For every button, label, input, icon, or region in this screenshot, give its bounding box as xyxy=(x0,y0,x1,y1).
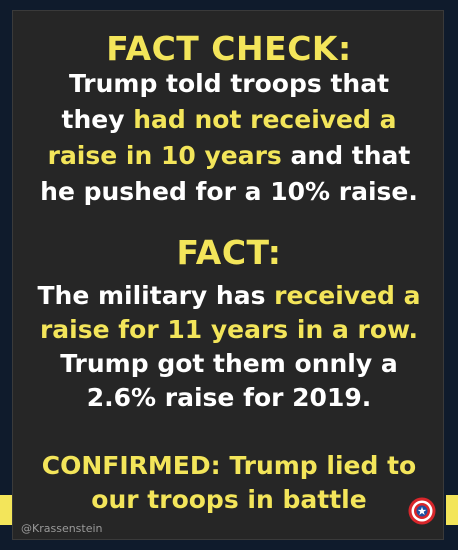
fact-check-card: FACT CHECK: Trump told troops that they … xyxy=(12,10,444,540)
confirmed-line-1: CONFIRMED: Trump lied to xyxy=(41,451,417,480)
claim-line-1: Trump told troops that xyxy=(13,69,445,99)
right-accent-stripe xyxy=(446,495,458,525)
fact-line-1-highlight: received a xyxy=(274,281,421,310)
claim-line-2-highlight: had not received a xyxy=(133,105,397,134)
fact-line-2: raise for 11 years in a row. xyxy=(13,315,445,345)
fact-line-1: The military has received a xyxy=(13,281,445,311)
fact-line-1-text: The military has xyxy=(37,281,275,310)
fact-check-heading: FACT CHECK: xyxy=(106,29,352,68)
fact-line-3-text: Trump got them onnly a xyxy=(60,349,398,378)
fact-line-2-highlight: raise for 11 years in a row. xyxy=(39,315,419,344)
claim-line-2-text: they xyxy=(61,105,134,134)
author-handle: @Krassenstein xyxy=(21,522,103,535)
fact-line-4-text: 2.6% raise for 2019. xyxy=(86,383,372,412)
fact-heading: FACT: xyxy=(176,233,282,272)
claim-line-1-text: Trump told troops that xyxy=(68,69,390,98)
claim-line-3-text: and that xyxy=(281,141,411,170)
claim-line-4: he pushed for a 10% raise. xyxy=(13,177,445,207)
confirmed-line-2: our troops in battle xyxy=(91,485,367,514)
claim-line-3-highlight: raise in 10 years xyxy=(47,141,282,170)
fact-line-3: Trump got them onnly a xyxy=(13,349,445,379)
claim-line-3: raise in 10 years and that xyxy=(13,141,445,171)
claim-line-2: they had not received a xyxy=(13,105,445,135)
claim-line-4-text: he pushed for a 10% raise. xyxy=(40,177,418,206)
captain-america-shield-icon xyxy=(408,497,436,525)
fact-line-4: 2.6% raise for 2019. xyxy=(13,383,445,413)
left-accent-stripe xyxy=(0,495,12,525)
